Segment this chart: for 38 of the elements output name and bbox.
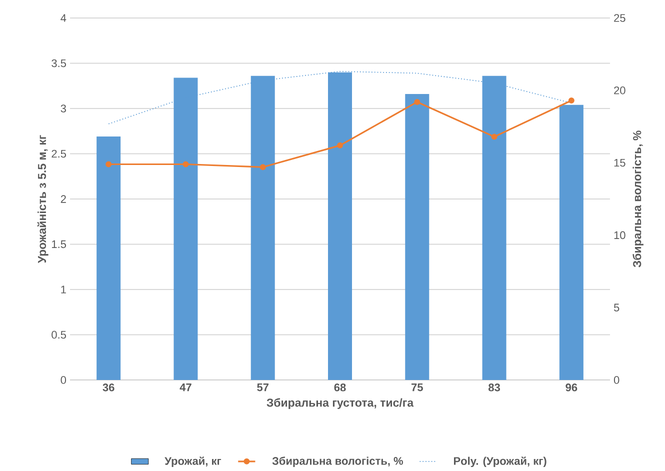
x-tick-label: 47 bbox=[180, 384, 192, 392]
y2-tick-label: 15 bbox=[614, 158, 626, 167]
y-tick-label: 1.5 bbox=[52, 240, 66, 248]
point bbox=[106, 161, 112, 168]
bar bbox=[96, 136, 121, 380]
y2-tick-label: 0 bbox=[614, 376, 620, 384]
legend-label: Збиральна вологість, % bbox=[272, 456, 404, 467]
y-tick-label: 3.5 bbox=[52, 59, 66, 68]
y2-tick-label: 10 bbox=[614, 231, 626, 240]
point bbox=[337, 142, 343, 148]
y-tick-label: 0 bbox=[60, 376, 66, 384]
y-tick-label: 0.5 bbox=[52, 330, 66, 339]
y2-axis-title: Збиральна вологість, % bbox=[632, 130, 644, 268]
x-tick-label: 96 bbox=[566, 384, 578, 392]
y-tick-label: 4 bbox=[60, 14, 66, 22]
point bbox=[568, 98, 574, 104]
point bbox=[260, 164, 266, 170]
point bbox=[491, 134, 498, 140]
point bbox=[414, 98, 420, 105]
y-tick-label: 2.5 bbox=[52, 150, 66, 158]
x-tick-label: 57 bbox=[257, 384, 268, 392]
y2-tick-label: 25 bbox=[614, 14, 626, 22]
y2-tick-label: 20 bbox=[614, 86, 626, 94]
x-axis-title: Збиральна густота, тис/га bbox=[266, 398, 414, 410]
y-tick-label: 1 bbox=[61, 286, 66, 294]
x-tick-label: 83 bbox=[488, 384, 500, 392]
x-tick-label: 36 bbox=[102, 384, 114, 392]
bar bbox=[559, 104, 584, 380]
x-tick-label: 68 bbox=[334, 384, 346, 392]
y-tick-label: 2 bbox=[60, 195, 66, 203]
legend-label: Poly. (Урожай, кг) bbox=[454, 456, 546, 468]
x-tick-label: 75 bbox=[411, 384, 423, 392]
y-tick-label: 3 bbox=[60, 104, 66, 112]
y2-tick-label: 5 bbox=[614, 304, 620, 312]
y-axis-title: Урожайність з 5.5 м, кг bbox=[37, 135, 48, 264]
point bbox=[182, 161, 189, 168]
bar bbox=[405, 94, 430, 380]
legend-label: Урожай, кг bbox=[164, 456, 222, 468]
